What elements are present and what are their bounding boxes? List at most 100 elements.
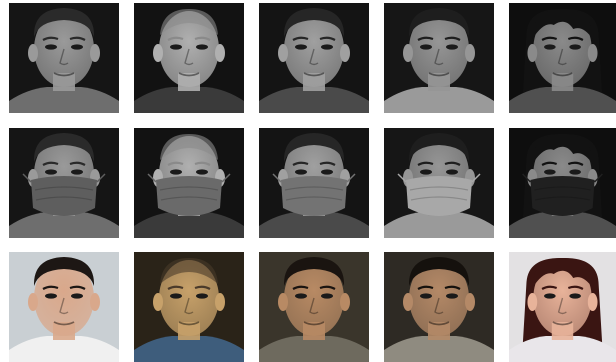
face-illustration bbox=[384, 128, 494, 238]
right-eye bbox=[71, 293, 83, 299]
left-eye bbox=[544, 44, 556, 50]
left-eye bbox=[544, 293, 556, 299]
face-photo-visible-light-2 bbox=[134, 252, 244, 362]
left-eyebrow bbox=[541, 36, 558, 41]
right-eye bbox=[569, 44, 581, 50]
face-illustration bbox=[259, 252, 369, 362]
left-eye bbox=[420, 293, 432, 299]
right-eyebrow bbox=[194, 161, 211, 166]
face bbox=[284, 11, 344, 87]
mask-strap bbox=[471, 173, 481, 183]
right-eyebrow bbox=[319, 285, 336, 290]
face-photo-nir-masked-1 bbox=[9, 128, 119, 238]
mouth bbox=[53, 72, 75, 77]
left-eyebrow bbox=[417, 161, 434, 166]
shirt bbox=[259, 87, 369, 113]
nose bbox=[434, 48, 444, 66]
mouth bbox=[303, 321, 325, 326]
face-photo-nir-unmasked-5 bbox=[509, 3, 616, 113]
mask-strap bbox=[22, 173, 32, 183]
nose bbox=[557, 297, 567, 315]
face-illustration bbox=[384, 252, 494, 362]
nose bbox=[434, 297, 444, 315]
right-eyebrow bbox=[444, 285, 461, 290]
hair bbox=[408, 133, 470, 162]
nose bbox=[59, 297, 69, 315]
face-photo-nir-masked-2 bbox=[134, 128, 244, 238]
mask-fold bbox=[160, 196, 218, 201]
right-eyebrow bbox=[444, 161, 461, 166]
shirt bbox=[9, 87, 119, 113]
face-photo-visible-light-3 bbox=[259, 252, 369, 362]
left-eye bbox=[295, 44, 307, 50]
face bbox=[34, 11, 94, 87]
shirt bbox=[134, 87, 244, 113]
mouth bbox=[552, 321, 573, 326]
left-eyebrow bbox=[541, 285, 558, 290]
left-eyebrow bbox=[167, 285, 184, 290]
right-eye bbox=[446, 169, 458, 175]
face-mask bbox=[156, 176, 222, 216]
hair bbox=[160, 134, 218, 160]
face-illustration bbox=[9, 252, 119, 362]
left-eye bbox=[420, 44, 432, 50]
face-photo-nir-masked-3 bbox=[259, 128, 369, 238]
face bbox=[409, 260, 469, 336]
mask-strap bbox=[221, 173, 231, 183]
face-illustration bbox=[509, 252, 616, 362]
shirt bbox=[509, 336, 616, 362]
mask-fold bbox=[409, 186, 469, 191]
right-eye bbox=[321, 44, 333, 50]
shirt bbox=[259, 336, 369, 362]
face bbox=[159, 11, 219, 87]
mask-strap bbox=[272, 173, 282, 183]
right-eyebrow bbox=[319, 161, 336, 166]
hair-fringe bbox=[532, 134, 593, 164]
face-illustration bbox=[134, 128, 244, 238]
face-photo-nir-unmasked-2 bbox=[134, 3, 244, 113]
left-eyebrow bbox=[292, 36, 309, 41]
mask-strap bbox=[96, 173, 106, 183]
right-eyebrow bbox=[194, 285, 211, 290]
hair bbox=[408, 257, 470, 286]
nose bbox=[309, 48, 319, 66]
hair-fringe bbox=[532, 258, 593, 288]
shirt bbox=[134, 336, 244, 362]
right-eye bbox=[446, 44, 458, 50]
face-photo-nir-unmasked-4 bbox=[384, 3, 494, 113]
right-eyebrow bbox=[319, 36, 336, 41]
face-mask bbox=[31, 176, 97, 216]
face-photo-nir-unmasked-1 bbox=[9, 3, 119, 113]
left-eye bbox=[170, 293, 182, 299]
nose bbox=[184, 48, 194, 66]
face-photo-nir-masked-5 bbox=[509, 128, 616, 238]
shirt bbox=[9, 212, 119, 238]
hair bbox=[283, 8, 345, 37]
face-illustration bbox=[9, 3, 119, 113]
left-eye bbox=[295, 169, 307, 175]
shirt bbox=[259, 212, 369, 238]
face-illustration bbox=[259, 3, 369, 113]
face-illustration bbox=[134, 3, 244, 113]
hair bbox=[33, 133, 95, 162]
right-eyebrow bbox=[69, 285, 86, 290]
right-eyebrow bbox=[567, 36, 584, 41]
shirt bbox=[134, 212, 244, 238]
left-eyebrow bbox=[42, 285, 59, 290]
left-eye bbox=[295, 293, 307, 299]
left-eyebrow bbox=[42, 161, 59, 166]
left-eye bbox=[544, 169, 556, 175]
mouth bbox=[303, 72, 325, 77]
nose bbox=[59, 48, 69, 66]
mouth bbox=[428, 72, 450, 77]
mouth bbox=[428, 321, 450, 326]
left-eye bbox=[170, 44, 182, 50]
mask-fold bbox=[284, 186, 344, 191]
right-eyebrow bbox=[567, 161, 584, 166]
mask-fold bbox=[410, 196, 468, 201]
face bbox=[34, 260, 94, 336]
right-eye bbox=[569, 169, 581, 175]
face-illustration bbox=[509, 3, 616, 113]
face-illustration bbox=[509, 128, 616, 238]
